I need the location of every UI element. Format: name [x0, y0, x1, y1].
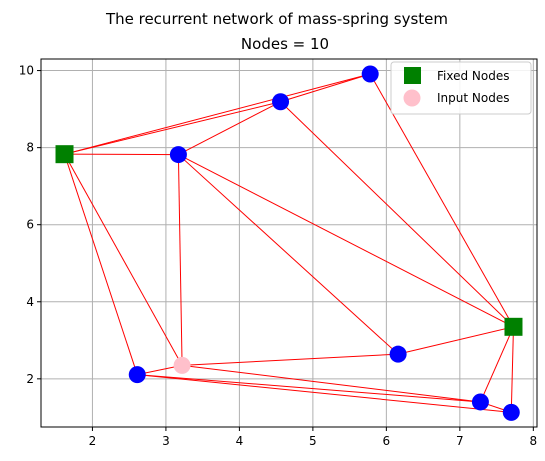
input-node-marker [174, 357, 191, 374]
fixed-node-marker [56, 145, 74, 163]
mass-node-marker [472, 393, 489, 410]
y-tick-label: 8 [26, 141, 34, 155]
y-tick-label: 6 [26, 218, 34, 232]
x-tick-label: 7 [456, 434, 464, 448]
legend-input-marker [404, 90, 421, 107]
mass-node-marker [129, 366, 146, 383]
x-tick-label: 3 [162, 434, 170, 448]
mass-node-marker [503, 404, 520, 421]
y-tick-label: 4 [26, 295, 34, 309]
x-tick-label: 5 [309, 434, 317, 448]
legend-fixed-label: Fixed Nodes [437, 69, 509, 83]
x-tick-label: 2 [89, 434, 97, 448]
mass-node-marker [390, 346, 407, 363]
legend-fixed-marker [404, 67, 421, 84]
chart-subtitle: Nodes = 10 [241, 35, 329, 53]
x-tick-label: 6 [383, 434, 391, 448]
legend-input-label: Input Nodes [437, 91, 509, 105]
legend: Fixed Nodes Input Nodes [391, 62, 531, 114]
x-tick-label: 4 [236, 434, 244, 448]
chart-title: The recurrent network of mass-spring sys… [105, 10, 448, 28]
x-tick-label: 8 [530, 434, 538, 448]
y-tick-label: 10 [19, 64, 34, 78]
y-tick-label: 2 [26, 372, 34, 386]
fixed-node-marker [504, 318, 522, 336]
mass-node-marker [362, 66, 379, 83]
mass-node-marker [272, 93, 289, 110]
mass-node-marker [170, 146, 187, 163]
